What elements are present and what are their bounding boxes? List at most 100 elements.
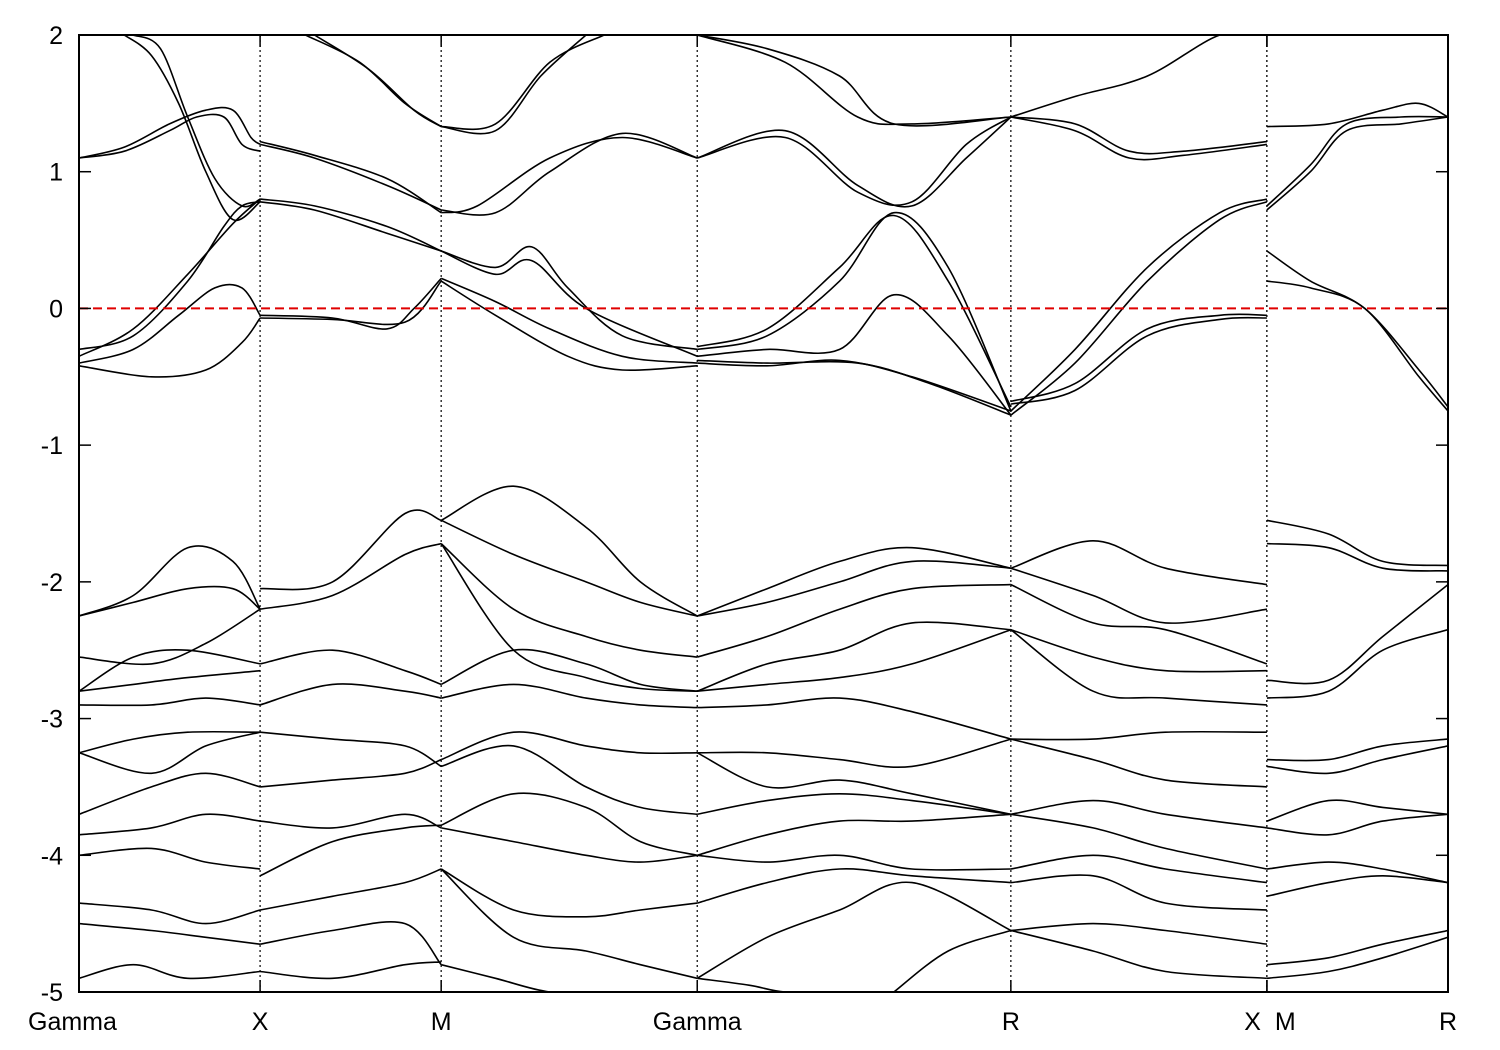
band-line xyxy=(1010,738,1267,788)
band-line xyxy=(697,697,1012,740)
band-line xyxy=(440,543,698,658)
band-line xyxy=(1010,116,1267,155)
band-line xyxy=(441,963,605,992)
band-line xyxy=(697,977,840,992)
band-line xyxy=(440,280,698,372)
band-line xyxy=(1266,861,1448,884)
y-tick-labels: 2 1 0 -1 -2 -3 -4 -5 xyxy=(41,22,63,1007)
band-line xyxy=(1266,250,1448,408)
band-line xyxy=(259,542,442,610)
band-line xyxy=(441,132,698,216)
band-line xyxy=(1010,35,1267,118)
band-line xyxy=(1010,539,1268,586)
band-line xyxy=(79,669,261,692)
x-tick-label: X xyxy=(252,1008,269,1036)
band-line xyxy=(1266,628,1448,699)
band-line xyxy=(1010,813,1268,870)
band-line xyxy=(696,583,1011,658)
band-line xyxy=(440,731,698,761)
band-line xyxy=(696,546,1012,617)
band-line xyxy=(1010,313,1267,403)
band-line xyxy=(697,792,1012,816)
band-line xyxy=(79,649,261,692)
band-line xyxy=(79,731,261,775)
band-line xyxy=(260,961,442,980)
band-line xyxy=(79,813,261,836)
band-line xyxy=(79,585,261,617)
band-line xyxy=(79,730,261,754)
band-line xyxy=(1010,316,1267,405)
band-line xyxy=(1266,738,1448,762)
band-line xyxy=(441,35,587,135)
band-line xyxy=(697,854,1011,871)
band-line xyxy=(697,560,1011,617)
band-line xyxy=(441,827,698,863)
band-line xyxy=(696,752,1012,816)
band-line xyxy=(1266,936,1448,980)
y-tick-label: -1 xyxy=(41,432,63,460)
band-line xyxy=(697,738,1012,768)
x-tick-labels: Gamma X M Gamma R X M R xyxy=(28,1008,1457,1036)
band-line xyxy=(1010,730,1267,741)
band-line xyxy=(441,136,698,214)
band-line xyxy=(893,929,1012,992)
band-line xyxy=(260,277,442,330)
band-line xyxy=(79,772,261,816)
band-line xyxy=(697,35,1011,127)
band-line xyxy=(1010,874,1267,911)
band-line xyxy=(79,902,261,925)
band-line xyxy=(79,697,261,707)
band-line xyxy=(1266,583,1448,685)
band-line xyxy=(259,140,442,214)
band-line xyxy=(440,250,698,358)
band-line xyxy=(1266,115,1448,207)
band-line xyxy=(696,35,1011,126)
band-line xyxy=(1010,628,1267,673)
band-line xyxy=(1266,116,1448,211)
band-line xyxy=(132,35,261,208)
band-line xyxy=(697,359,1012,412)
band-line xyxy=(1266,799,1448,822)
band-line xyxy=(1266,813,1448,836)
band-line xyxy=(79,922,261,945)
band-line xyxy=(260,758,442,788)
band-line xyxy=(440,519,698,617)
x-tick-label: Gamma xyxy=(653,1008,742,1036)
band-line xyxy=(440,245,698,351)
band-line xyxy=(1010,629,1267,706)
y-tick-label: -4 xyxy=(41,842,63,870)
y-tick-label: 1 xyxy=(49,159,63,187)
band-line xyxy=(697,116,1012,206)
band-line xyxy=(79,106,261,159)
band-line xyxy=(697,293,1012,416)
band-line xyxy=(1010,567,1268,624)
band-line xyxy=(260,509,442,591)
band-line xyxy=(259,683,442,706)
band-line xyxy=(79,283,261,364)
band-line xyxy=(260,280,442,326)
y-tick-label: 2 xyxy=(49,22,63,50)
band-line xyxy=(1266,519,1448,567)
band-line xyxy=(440,744,698,816)
band-line xyxy=(260,731,442,768)
y-tick-label: -5 xyxy=(41,979,63,1007)
band-line xyxy=(1010,198,1268,412)
band-lines xyxy=(79,35,1448,992)
y-tick-label: -3 xyxy=(41,706,63,734)
band-line xyxy=(260,198,442,252)
band-line xyxy=(696,881,1012,979)
band-line xyxy=(1266,102,1448,128)
band-line xyxy=(440,543,698,692)
band-line xyxy=(1010,799,1268,829)
plot-frame xyxy=(78,34,1449,993)
band-line xyxy=(79,317,261,378)
band-line xyxy=(441,683,698,709)
band-line xyxy=(79,963,261,980)
band-line xyxy=(697,214,1012,408)
band-line xyxy=(79,545,261,617)
band-line xyxy=(1010,922,1268,945)
band-line xyxy=(79,198,261,358)
high-symmetry-lines xyxy=(259,35,1268,992)
band-line xyxy=(697,359,1012,416)
band-line xyxy=(440,792,698,857)
